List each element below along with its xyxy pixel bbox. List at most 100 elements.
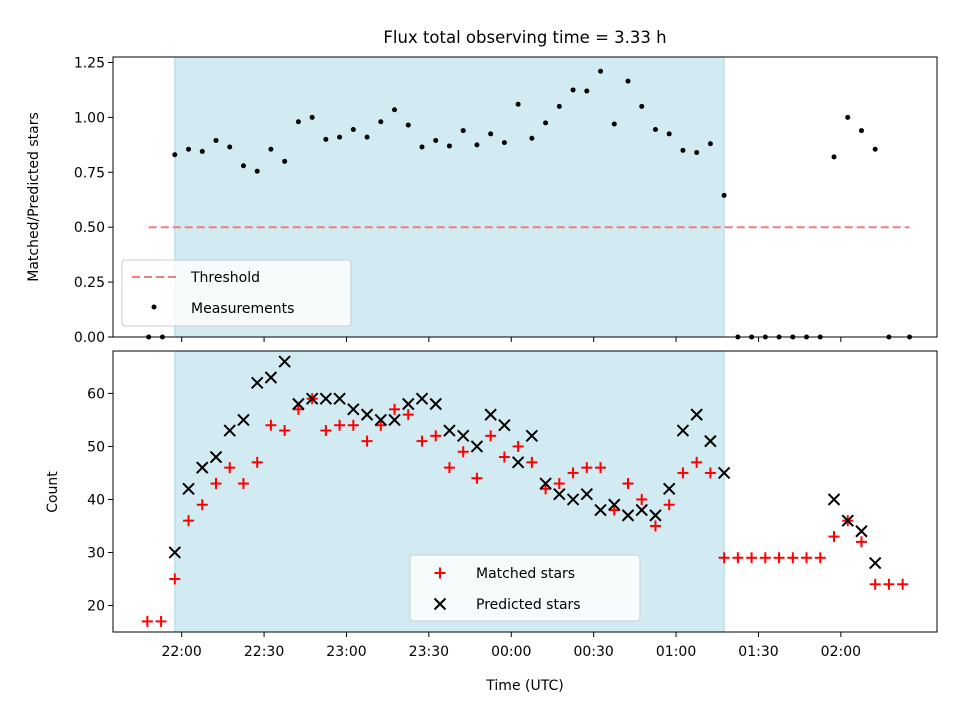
matched-star-point — [691, 456, 703, 468]
bottom-y-axis: 20 30 40 50 60 — [87, 386, 113, 614]
x-tick-label: 00:00 — [491, 644, 531, 660]
matched-star-point — [595, 462, 607, 474]
y-tick-label: 50 — [87, 439, 105, 455]
y-tick-label: 60 — [87, 386, 105, 402]
matched-star-point — [443, 462, 455, 474]
matched-star-point — [155, 615, 167, 627]
measurement-point — [254, 168, 260, 174]
top-y-axis: 0.00 0.25 0.50 0.75 1.00 1.25 — [74, 55, 113, 346]
y-tick-label: 30 — [87, 545, 105, 561]
measurements-series — [146, 68, 913, 340]
top-legend: Threshold Measurements — [121, 259, 352, 327]
y-tick-label: 1.00 — [74, 110, 105, 126]
measurement-point — [295, 119, 301, 125]
y-tick-label: 0.50 — [74, 220, 105, 236]
matched-star-point — [334, 419, 346, 431]
measurement-point — [419, 144, 425, 150]
predicted-star-point — [827, 493, 841, 506]
predicted-stars-series — [168, 355, 882, 570]
matched-star-point — [553, 478, 565, 490]
x-tick-label: 22:00 — [161, 644, 201, 660]
measurement-point — [350, 126, 356, 132]
matched-star-point — [389, 403, 401, 415]
measurement-point — [831, 154, 837, 160]
measurement-point — [680, 147, 686, 153]
predicted-star-point — [415, 392, 429, 405]
chart-title: Flux total observing time = 3.33 h — [383, 28, 666, 47]
predicted-star-point — [292, 397, 305, 411]
matched-star-point — [746, 552, 758, 564]
predicted-star-point — [539, 477, 552, 490]
predicted-star-point — [443, 424, 456, 437]
measurement-point — [721, 192, 727, 198]
matched-star-point — [636, 493, 648, 505]
measurement-point — [501, 140, 507, 146]
measurement-point — [598, 68, 604, 74]
measurement-point — [460, 128, 466, 134]
matched-star-point — [416, 435, 428, 447]
predicted-star-point — [580, 487, 594, 501]
measurement-point — [845, 114, 851, 120]
bottom-panel: 20 30 40 50 60 22:00 22:30 23:00 23:30 00:00 00:3… — [45, 350, 938, 694]
predicted-star-point — [237, 413, 250, 427]
bottom-plot-frame — [112, 350, 938, 633]
predicted-star-point — [319, 392, 333, 405]
predicted-star-point — [209, 450, 223, 464]
matched-star-point — [434, 567, 446, 579]
x-tick-label: 02:00 — [821, 644, 861, 660]
bottom-legend: Matched stars Predicted stars — [409, 554, 641, 622]
matched-star-point — [649, 520, 661, 532]
y-tick-label: 0.25 — [74, 275, 105, 291]
measurement-point — [570, 87, 576, 93]
measurement-point — [337, 134, 343, 140]
measurement-point — [515, 101, 521, 107]
matched-star-point — [471, 472, 483, 484]
matched-star-point — [512, 440, 524, 452]
legend-measurements-label: Measurements — [191, 301, 294, 317]
predicted-star-point — [704, 434, 717, 448]
matched-star-point — [787, 552, 799, 564]
predicted-star-point — [402, 397, 415, 411]
matched-star-point — [292, 403, 304, 415]
top-legend-box — [121, 259, 352, 327]
predicted-star-point — [333, 392, 346, 405]
bottom-x-axis: 22:00 22:30 23:00 23:30 00:00 00:30 01:00 01:30… — [161, 632, 861, 660]
bottom-y-axis-label: Count — [45, 471, 61, 513]
measurement-point — [584, 88, 590, 94]
x-tick-label: 00:30 — [573, 644, 613, 660]
measurement-point — [488, 131, 494, 137]
measurement-point — [405, 122, 411, 128]
x-tick-label: 23:30 — [409, 644, 449, 660]
matched-star-point — [375, 419, 387, 431]
predicted-star-point — [566, 493, 580, 506]
legend-measurements-swatch — [151, 304, 157, 310]
matched-star-point — [732, 552, 744, 564]
matched-star-point — [814, 552, 826, 564]
matched-star-point — [196, 499, 208, 511]
predicted-star-point — [855, 525, 868, 538]
measurement-point — [707, 141, 713, 147]
matched-star-point — [759, 552, 771, 564]
matched-star-point — [183, 515, 195, 527]
matched-star-point — [869, 578, 881, 590]
matched-star-point — [361, 435, 373, 447]
predicted-star-point — [594, 503, 607, 517]
measurement-point — [364, 134, 370, 140]
y-tick-label: 40 — [87, 492, 105, 508]
matched-star-point — [347, 419, 359, 431]
measurement-point — [556, 103, 562, 109]
matched-star-point — [718, 552, 730, 564]
measurement-point — [240, 163, 246, 169]
matched-star-point — [581, 462, 593, 474]
measurement-point — [433, 137, 439, 143]
predicted-star-point — [182, 482, 195, 496]
measurement-point — [639, 103, 645, 109]
measurement-point — [858, 128, 864, 134]
matched-star-point — [169, 573, 181, 585]
predicted-star-point — [374, 413, 388, 427]
matched-star-point — [622, 478, 634, 490]
predicted-star-point — [347, 403, 360, 416]
matched-star-point — [855, 536, 867, 548]
top-panel: 0.00 0.25 0.50 0.75 1.00 1.25 Matched/Predict… — [26, 55, 938, 346]
